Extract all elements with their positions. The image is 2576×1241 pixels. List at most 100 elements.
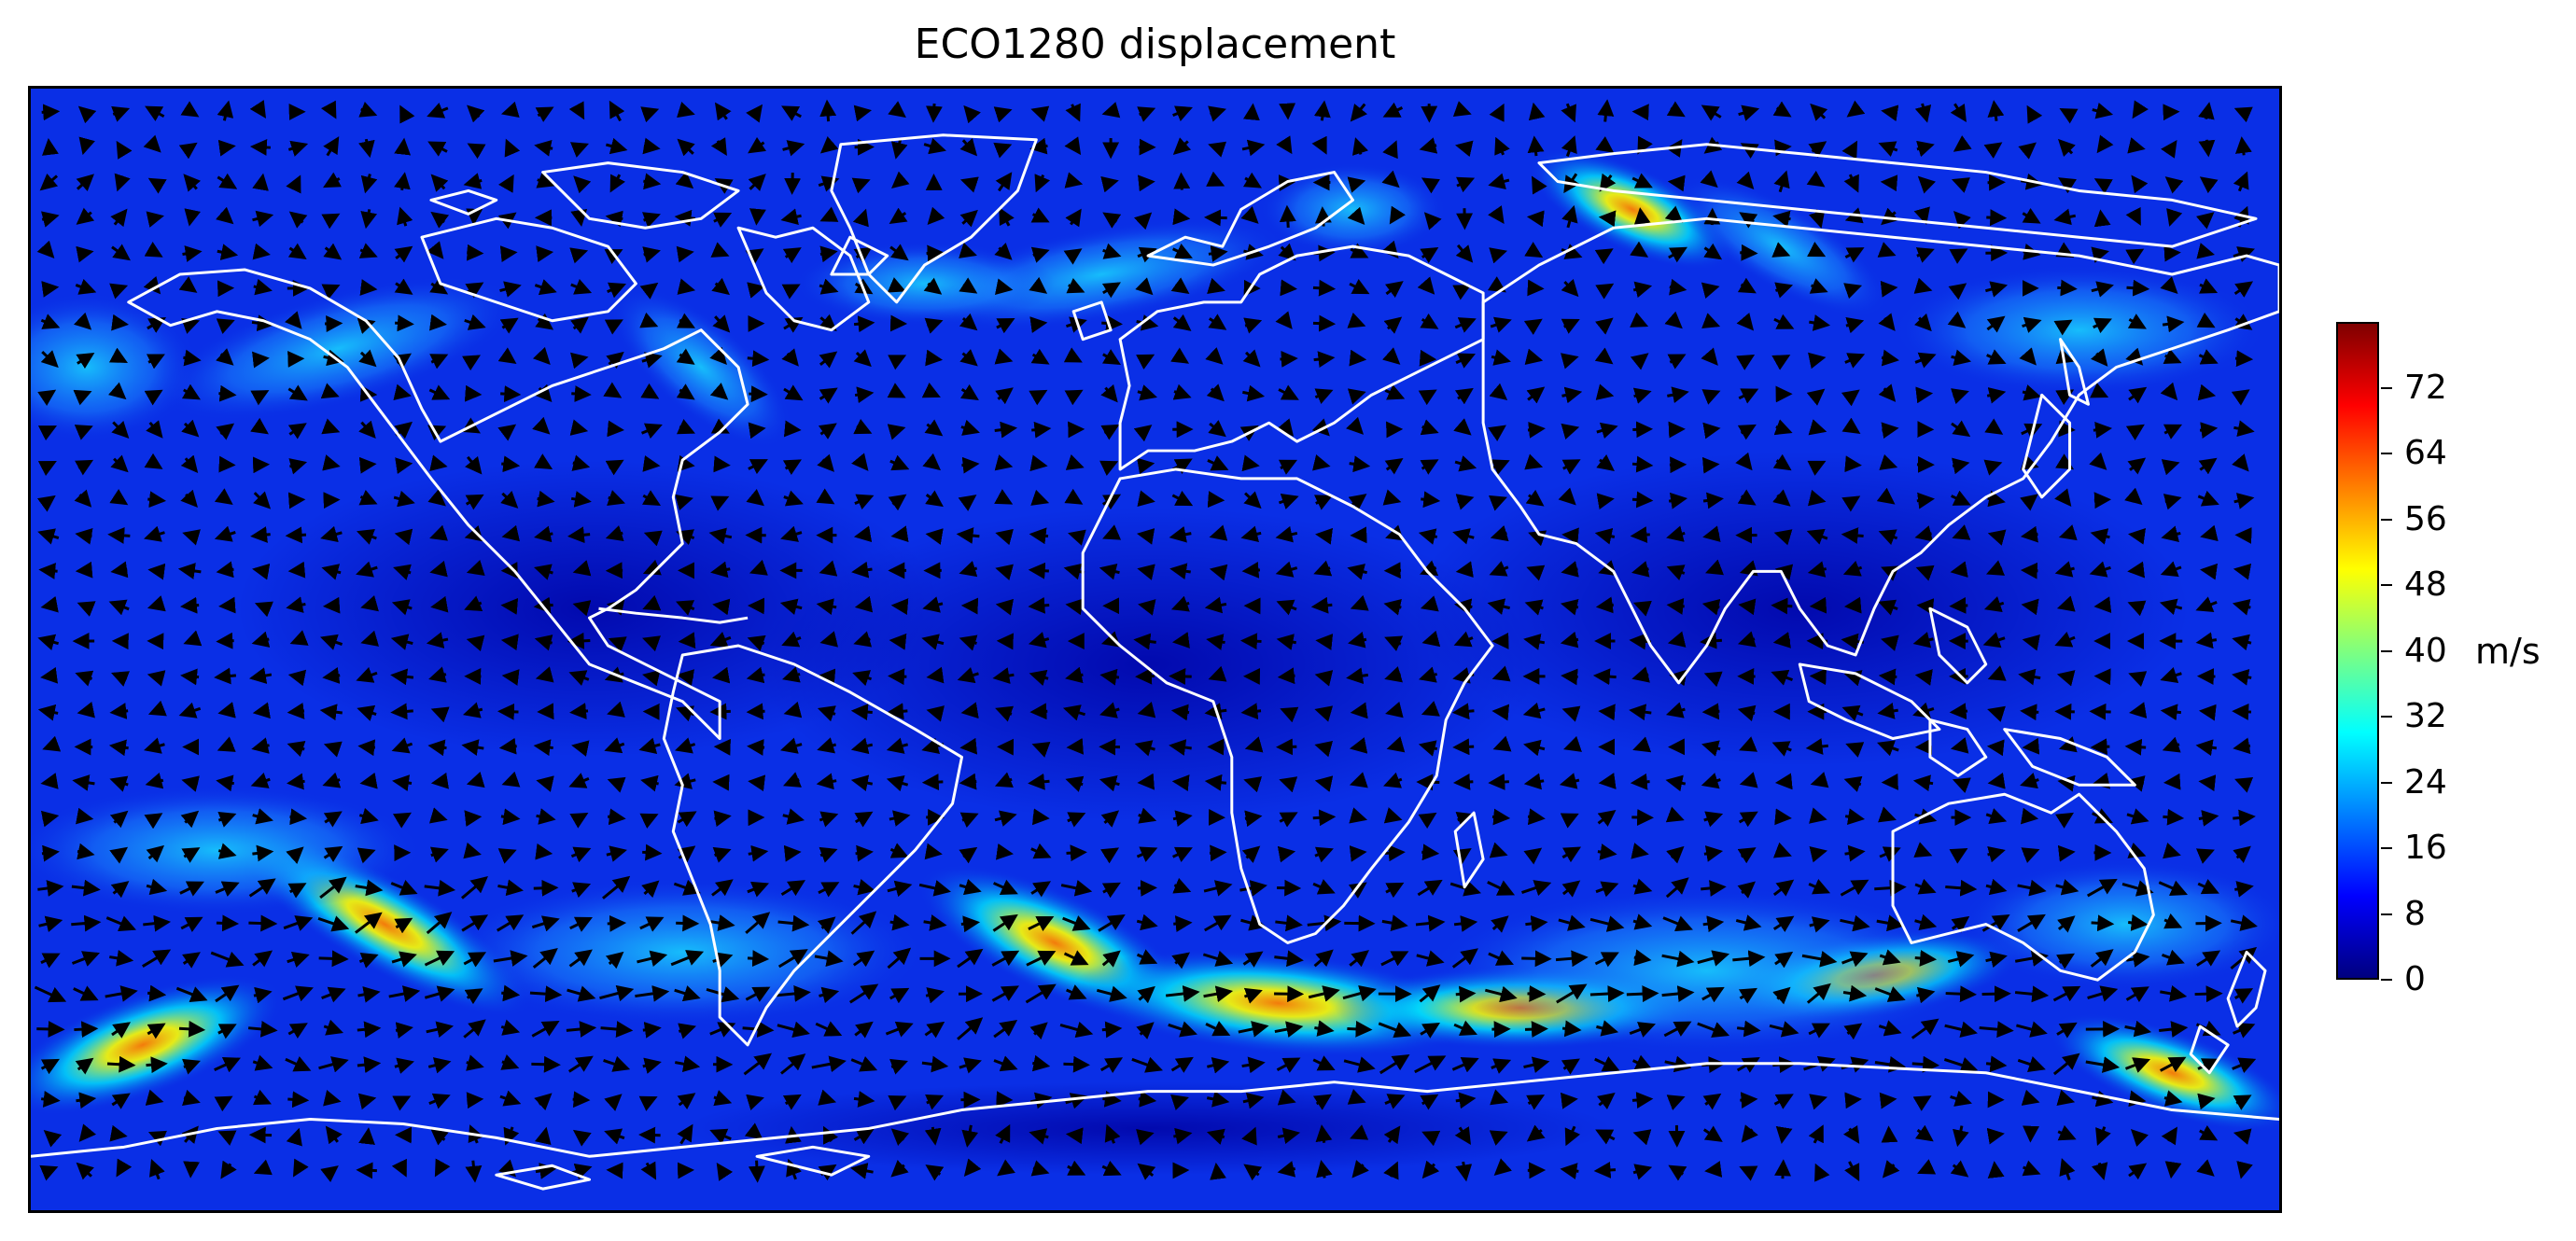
wind-arrow xyxy=(1881,349,1899,367)
wind-arrow xyxy=(780,208,802,225)
wind-arrow xyxy=(1589,985,1625,1002)
wind-arrow xyxy=(1173,172,1191,190)
wind-arrow xyxy=(146,211,164,228)
wind-arrow xyxy=(1028,596,1050,614)
wind-arrow xyxy=(1527,135,1545,157)
wind-arrow xyxy=(1102,524,1122,540)
wind-arrow xyxy=(1064,136,1082,156)
wind-arrow xyxy=(216,914,240,932)
wind-arrow xyxy=(959,773,977,790)
wind-arrow xyxy=(1664,311,1683,329)
wind-arrow xyxy=(1630,241,1649,258)
wind-arrow xyxy=(1384,384,1406,400)
colorbar-tick-label: 24 xyxy=(2404,762,2447,802)
wind-arrow xyxy=(959,209,978,228)
wind-arrow xyxy=(1419,349,1437,367)
wind-arrow xyxy=(1666,101,1686,118)
wind-arrow xyxy=(1626,985,1659,1003)
wind-arrow xyxy=(1171,490,1194,507)
wind-arrow xyxy=(2233,106,2253,123)
wind-arrow xyxy=(2128,914,2149,931)
wind-arrow xyxy=(1668,421,1686,439)
wind-arrow xyxy=(924,419,944,437)
wind-arrow xyxy=(1596,453,1615,471)
wind-arrow xyxy=(1881,105,1899,122)
wind-arrow xyxy=(1669,278,1687,296)
wind-arrow xyxy=(749,208,766,226)
wind-arrow xyxy=(1879,1092,1897,1109)
wind-arrow xyxy=(2128,527,2147,545)
wind-arrow xyxy=(1172,244,1193,259)
wind-arrow xyxy=(1952,524,1971,540)
wind-arrow xyxy=(852,208,869,228)
wind-arrow xyxy=(709,703,731,720)
wind-arrow xyxy=(994,454,1014,471)
wind-arrow xyxy=(2163,808,2185,826)
wind-arrow xyxy=(1137,879,1157,897)
wind-arrow xyxy=(1208,314,1227,330)
wind-arrow xyxy=(1913,277,1933,294)
wind-arrow xyxy=(853,105,873,122)
wind-arrow xyxy=(322,454,341,471)
wind-arrow xyxy=(1740,244,1758,261)
wind-arrow xyxy=(782,247,802,264)
wind-arrow xyxy=(2163,348,2182,365)
wind-arrow xyxy=(1314,388,1334,404)
wind-arrow xyxy=(2233,809,2256,827)
wind-arrow xyxy=(1631,104,1649,121)
wind-arrow xyxy=(1807,489,1827,507)
wind-arrow xyxy=(427,241,444,259)
wind-arrow xyxy=(1701,313,1721,329)
wind-arrow xyxy=(1806,388,1826,406)
wind-arrow xyxy=(2129,702,2148,718)
wind-arrow xyxy=(1986,739,2005,757)
wind-arrow xyxy=(925,528,944,545)
wind-arrow xyxy=(568,101,585,120)
wind-arrow xyxy=(1491,459,1510,475)
wind-arrow xyxy=(1068,529,1086,546)
wind-arrow xyxy=(784,173,802,195)
wind-arrow xyxy=(922,453,941,471)
wind-arrow xyxy=(1914,525,1934,542)
wind-arrow xyxy=(41,844,60,862)
wind-arrow xyxy=(1065,208,1082,228)
wind-arrow xyxy=(993,142,1013,159)
wind-arrow xyxy=(709,383,729,400)
wind-arrow xyxy=(783,384,804,401)
wind-arrow xyxy=(1135,277,1154,296)
wind-arrow xyxy=(1384,458,1404,475)
wind-arrow xyxy=(180,668,200,686)
wind-arrow xyxy=(1914,950,1938,967)
wind-arrow xyxy=(2163,244,2181,262)
wind-arrow xyxy=(570,316,589,334)
wind-arrow xyxy=(215,206,234,225)
colorbar-tick-mark xyxy=(2381,781,2392,784)
wind-arrow xyxy=(1952,457,1970,475)
wind-arrow xyxy=(1632,281,1653,299)
wind-arrow xyxy=(216,348,234,366)
wind-arrow xyxy=(2233,171,2249,192)
wind-arrow xyxy=(1029,703,1048,720)
wind-arrow xyxy=(248,914,278,932)
wind-arrow xyxy=(572,1091,591,1109)
wind-arrow xyxy=(1806,170,1826,188)
wind-arrow xyxy=(144,242,163,258)
wind-arrow xyxy=(116,140,133,160)
wind-arrow xyxy=(781,105,802,121)
wind-arrow xyxy=(1774,282,1794,299)
colorbar-tick-mark xyxy=(2381,584,2392,586)
wind-arrow xyxy=(994,242,1013,260)
wind-arrow xyxy=(959,737,978,755)
wind-arrow xyxy=(854,494,875,510)
wind-arrow xyxy=(76,245,94,263)
wind-arrow xyxy=(570,352,589,370)
wind-arrow xyxy=(41,211,60,228)
wind-arrow xyxy=(1136,354,1155,370)
wind-arrow xyxy=(1350,243,1369,258)
wind-arrow xyxy=(1561,527,1579,545)
wind-arrow xyxy=(1137,384,1157,401)
wind-arrow xyxy=(429,560,448,578)
wind-arrow xyxy=(1351,137,1369,156)
wind-arrow xyxy=(1384,844,1406,862)
wind-arrow xyxy=(1135,667,1155,685)
